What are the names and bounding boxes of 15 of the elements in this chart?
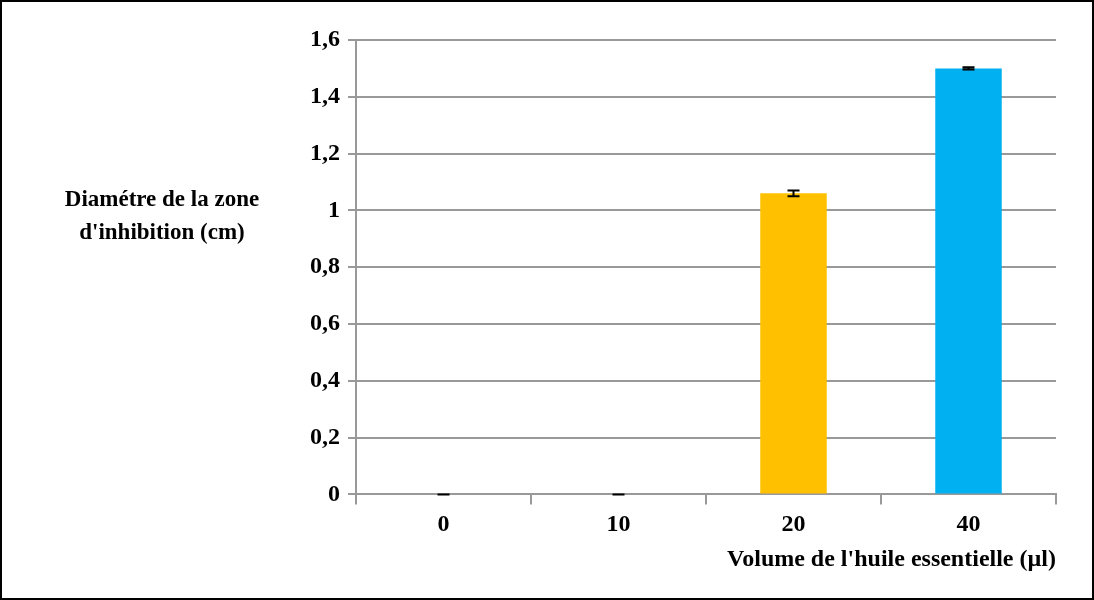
x-tick-label: 20: [781, 510, 806, 536]
x-tick-label: 10: [606, 510, 631, 536]
x-tick-label: 40: [956, 510, 981, 536]
y-tick-label: 1: [328, 195, 340, 222]
y-tick-label: 1,4: [310, 82, 340, 108]
y-tick-label: 0,2: [310, 422, 340, 449]
x-tick-label: 0: [437, 510, 450, 536]
y-tick-label: 1,2: [310, 138, 340, 165]
x-axis-title: Volume de l'huile essentielle (µl): [727, 544, 1056, 571]
y-tick-label: 0,8: [310, 252, 340, 279]
y-tick-label: 0,6: [310, 309, 340, 336]
y-tick-label: 0: [328, 479, 340, 506]
y-axis-title: Diamétre de la zone d'inhibition (cm): [63, 185, 261, 247]
y-tick-label: 1,6: [310, 25, 340, 52]
y-tick-label: 0,4: [310, 366, 340, 392]
